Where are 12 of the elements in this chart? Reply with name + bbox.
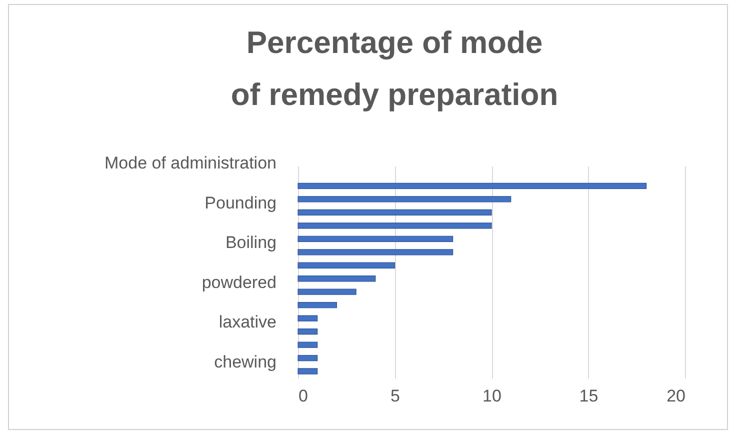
y-tick-label: powdered: [202, 272, 276, 292]
x-tick-label: 5: [390, 386, 400, 406]
y-tick-label: Boiling: [225, 233, 276, 252]
x-tick-label: 0: [298, 386, 308, 406]
y-tick-label: Mode of administration: [104, 154, 276, 173]
x-tick-label: 10: [482, 386, 502, 406]
y-tick-label: laxative: [218, 312, 276, 332]
x-tick-label: 15: [579, 386, 598, 406]
x-tick-label: 20: [666, 386, 686, 406]
chart-title: Percentage of mode of remedy preparation: [230, 25, 558, 112]
y-tick-label: chewing: [214, 352, 276, 372]
y-tick-label: Pounding: [204, 193, 276, 212]
